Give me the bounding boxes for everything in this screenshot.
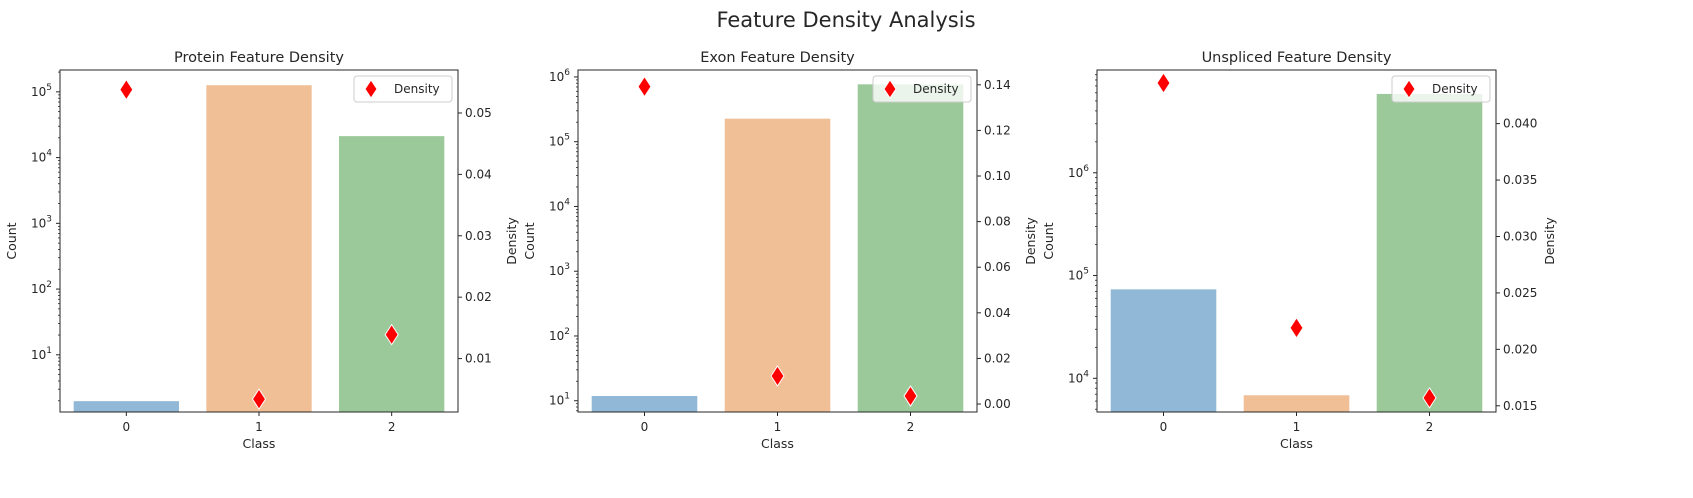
legend: Density — [872, 75, 972, 103]
y-tick-label: 101 — [31, 346, 52, 362]
legend-box — [872, 75, 972, 103]
y-tick-label: 104 — [549, 197, 570, 213]
density-marker-class-0 — [1156, 72, 1171, 94]
y2-tick-label: 0.03 — [465, 229, 492, 243]
y-tick-label: 103 — [31, 214, 52, 230]
figure-suptitle: Feature Density Analysis — [716, 8, 975, 32]
x-axis-label: Class — [243, 436, 276, 451]
y2-tick-label: 0.00 — [984, 397, 1011, 411]
y2-axis-label: Density — [504, 217, 519, 265]
y2-tick-label: 0.01 — [465, 352, 492, 366]
density-marker-class-1 — [1289, 316, 1304, 339]
y2-tick-label: 0.015 — [1503, 399, 1537, 413]
legend-label: Density — [394, 82, 440, 96]
legend: Density — [353, 75, 453, 103]
y2-tick-label: 0.020 — [1503, 342, 1537, 356]
legend-box — [1391, 75, 1491, 103]
panel-title: Protein Feature Density — [174, 50, 344, 66]
y2-tick-label: 0.02 — [465, 290, 492, 304]
y2-axis-label: Density — [1023, 217, 1038, 265]
y-tick-label: 102 — [549, 327, 570, 343]
x-tick-label: 1 — [1293, 420, 1301, 434]
y2-tick-label: 0.14 — [984, 78, 1011, 92]
y-tick-label: 102 — [31, 280, 52, 296]
x-tick-label: 0 — [123, 420, 131, 434]
legend-label: Density — [913, 82, 959, 96]
bar-class-2 — [1375, 93, 1484, 413]
y2-tick-label: 0.030 — [1503, 229, 1537, 243]
density-marker-class-0 — [637, 75, 652, 98]
y-tick-label: 105 — [1068, 267, 1089, 283]
density-marker-class-1 — [251, 388, 267, 411]
y-tick-label: 106 — [549, 68, 570, 84]
panel-unspliced: 104 105 106 0.015 0.020 0.025 0.030 0.035 0.040 0… — [1041, 50, 1557, 451]
bar-class-1 — [723, 117, 832, 413]
bar-class-0 — [72, 400, 180, 413]
bar-class-2 — [338, 135, 446, 413]
y2-tick-label: 0.08 — [984, 215, 1011, 229]
bar-class-0 — [1109, 288, 1218, 413]
y-tick-label: 104 — [31, 149, 52, 165]
x-axis-label: Class — [1280, 436, 1313, 451]
x-tick-label: 2 — [907, 420, 915, 434]
y2-tick-label: 0.10 — [984, 169, 1011, 183]
x-tick-label: 0 — [1160, 420, 1168, 434]
y-axis-label: Count — [1041, 222, 1056, 259]
density-marker-class-2 — [384, 323, 399, 346]
y-axis-label: Count — [522, 222, 537, 259]
panel-exon: 1011021031041051060.000.020.040.060.080.… — [522, 50, 1038, 451]
panel-protein: 101 102 103 104 105 0.01 0.02 0.03 0.04 0.05 0 1 2 Pr… — [4, 50, 519, 451]
y2-tick-label: 0.04 — [465, 167, 492, 181]
y2-tick-label: 0.035 — [1503, 173, 1537, 187]
bar-class-1 — [1242, 394, 1351, 413]
density-marker-class-2 — [903, 385, 918, 407]
y2-tick-label: 0.040 — [1503, 117, 1537, 131]
y2-tick-label: 0.02 — [984, 351, 1011, 365]
legend-marker-icon — [883, 79, 897, 99]
panel-title: Unspliced Feature Density — [1202, 50, 1392, 66]
y2-tick-label: 0.025 — [1503, 286, 1537, 300]
y-tick-label: 105 — [549, 133, 570, 149]
y2-tick-label: 0.05 — [465, 106, 492, 120]
y-tick-label: 106 — [1068, 164, 1089, 180]
legend-label: Density — [1432, 82, 1478, 96]
legend-marker-icon — [1402, 79, 1416, 99]
density-marker-class-0 — [119, 78, 134, 101]
y2-tick-label: 0.12 — [984, 123, 1011, 137]
legend-marker-icon — [364, 79, 378, 99]
y2-axis-label: Density — [1542, 217, 1557, 265]
x-tick-label: 1 — [255, 420, 263, 434]
y-tick-label: 101 — [549, 392, 570, 408]
x-tick-label: 2 — [388, 420, 396, 434]
x-tick-label: 2 — [1426, 420, 1434, 434]
y-tick-label: 104 — [1068, 369, 1089, 385]
y-tick-label: 105 — [31, 83, 52, 99]
density-marker-class-2 — [1422, 386, 1437, 409]
density-marker-class-1 — [770, 365, 785, 387]
panel-title: Exon Feature Density — [700, 50, 855, 66]
x-axis-label: Class — [761, 436, 794, 451]
bar-class-2 — [856, 83, 965, 413]
y2-tick-label: 0.06 — [984, 260, 1011, 274]
legend: Density — [1391, 75, 1491, 103]
x-tick-label: 0 — [641, 420, 649, 434]
bar-class-0 — [590, 395, 699, 413]
legend-box — [353, 75, 453, 103]
y2-tick-label: 0.04 — [984, 306, 1011, 320]
y-tick-label: 103 — [549, 262, 570, 278]
x-tick-label: 1 — [774, 420, 782, 434]
y-axis-label: Count — [4, 222, 19, 259]
bar-class-1 — [205, 84, 313, 413]
